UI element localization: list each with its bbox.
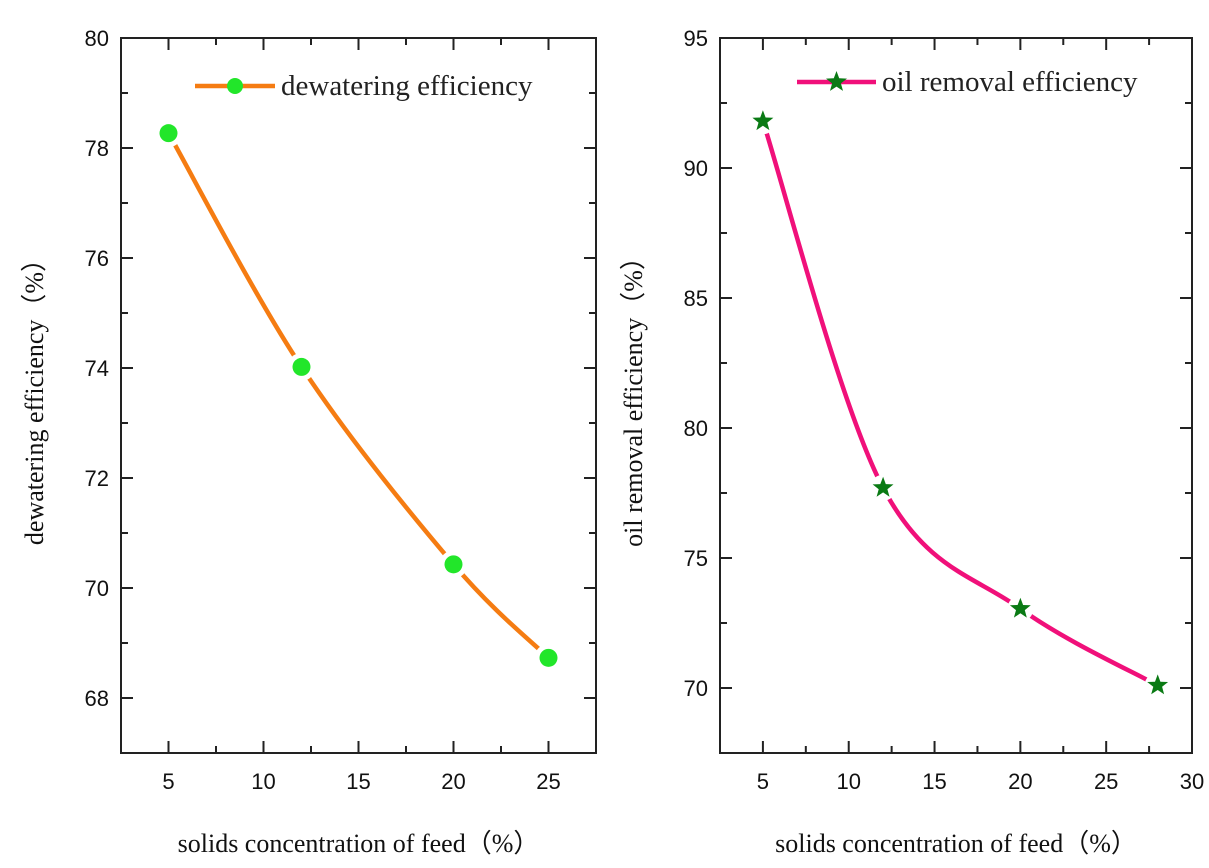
- data-point-star: [1147, 674, 1169, 695]
- y-tick-label: 76: [85, 246, 109, 271]
- y-tick-label: 80: [85, 26, 109, 51]
- legend-circle-icon: [227, 78, 243, 94]
- x-tick-label: 20: [1008, 769, 1032, 794]
- y-tick-label: 75: [684, 546, 708, 571]
- y-tick-label: 90: [684, 156, 708, 181]
- y-axis-title: dewatering efficiency（%）: [20, 246, 49, 545]
- series-line: [760, 120, 1159, 688]
- chart-panel-2: 5 10 15 20 25 30 70 75 80 85 90 95 solids concentrat…: [619, 26, 1204, 858]
- data-point: [539, 648, 558, 667]
- data-point-star: [872, 476, 894, 497]
- x-tick-label: 15: [346, 769, 370, 794]
- y-tick-label: 68: [85, 686, 109, 711]
- y-tick-label: 80: [684, 416, 708, 441]
- data-point: [292, 357, 311, 376]
- y-axis-title: oil removal efficiency（%）: [619, 244, 648, 547]
- x-tick-label: 15: [922, 769, 946, 794]
- y-tick-label: 95: [684, 26, 708, 51]
- legend-label: dewatering efficiency: [281, 70, 533, 102]
- x-tick-label: 25: [1094, 769, 1118, 794]
- y-tick-label: 70: [85, 576, 109, 601]
- x-tick-label: 10: [251, 769, 275, 794]
- legend-label: oil removal efficiency: [882, 66, 1138, 98]
- series-line: [166, 132, 551, 660]
- x-tick-label: 5: [757, 769, 769, 794]
- x-tick-label: 30: [1180, 769, 1204, 794]
- x-tick-label: 5: [162, 769, 174, 794]
- data-point-star: [1009, 597, 1031, 618]
- legend-star-icon: [826, 71, 847, 91]
- y-tick-label: 74: [85, 356, 109, 381]
- x-axis-title: solids concentration of feed（%）: [775, 829, 1137, 858]
- y-tick-label: 85: [684, 286, 708, 311]
- plot-frame: [120, 37, 597, 754]
- x-tick-label: 25: [536, 769, 560, 794]
- chart-panel-1: 5 10 15 20 25 68 70 72 74 76 78 80 solids concentrat…: [20, 26, 597, 858]
- y-tick-label: 70: [684, 676, 708, 701]
- x-axis-title: solids concentration of feed（%）: [178, 829, 540, 858]
- x-tick-label: 10: [836, 769, 860, 794]
- plot-frame: [719, 37, 1193, 754]
- y-tick-label: 78: [85, 136, 109, 161]
- y-tick-label: 72: [85, 466, 109, 491]
- data-point-star: [752, 110, 774, 131]
- x-tick-label: 20: [441, 769, 465, 794]
- data-point: [444, 555, 463, 574]
- data-point: [159, 124, 178, 143]
